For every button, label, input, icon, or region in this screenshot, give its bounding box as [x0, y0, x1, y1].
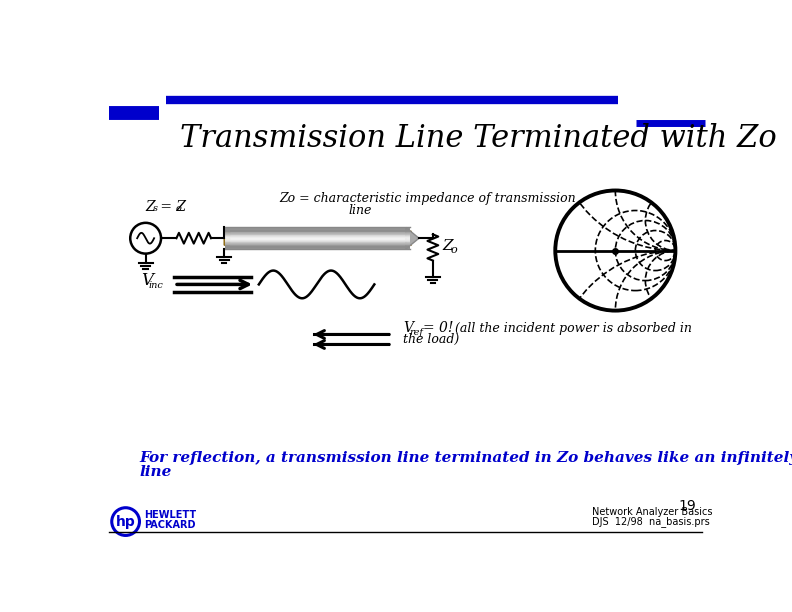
Text: s: s — [153, 204, 158, 212]
Text: Z: Z — [443, 239, 454, 253]
FancyBboxPatch shape — [406, 231, 411, 245]
Text: line: line — [349, 204, 372, 217]
Text: ref: ref — [409, 327, 424, 337]
Text: (all the incident power is absorbed in: (all the incident power is absorbed in — [451, 322, 691, 335]
Text: line: line — [139, 465, 172, 479]
Text: Zo = characteristic impedance of transmission: Zo = characteristic impedance of transmi… — [280, 192, 577, 205]
Text: 19: 19 — [679, 499, 697, 513]
Text: V: V — [403, 321, 413, 335]
Text: inc: inc — [149, 281, 164, 289]
Text: = 0!: = 0! — [423, 321, 453, 335]
FancyBboxPatch shape — [224, 231, 230, 245]
Text: = Z: = Z — [156, 200, 185, 214]
Text: the load): the load) — [403, 334, 459, 346]
Text: Z: Z — [146, 200, 155, 214]
Text: Transmission Line Terminated with Zo: Transmission Line Terminated with Zo — [180, 123, 776, 154]
Text: HEWLETT: HEWLETT — [144, 510, 196, 520]
Text: Network Analyzer Basics: Network Analyzer Basics — [592, 507, 713, 517]
Text: DJS  12/98  na_basis.prs: DJS 12/98 na_basis.prs — [592, 516, 710, 527]
Text: o: o — [176, 204, 181, 212]
Polygon shape — [406, 228, 419, 249]
Text: V: V — [141, 272, 153, 289]
Text: PACKARD: PACKARD — [144, 520, 196, 529]
Text: hp: hp — [116, 515, 135, 529]
Text: o: o — [451, 245, 457, 255]
Text: For reflection, a transmission line terminated in Zo behaves like an infinitely : For reflection, a transmission line term… — [139, 451, 792, 465]
